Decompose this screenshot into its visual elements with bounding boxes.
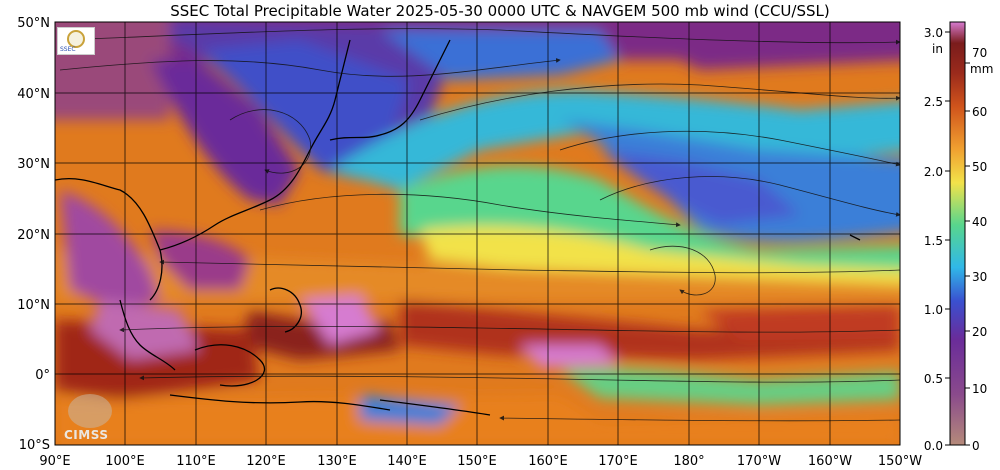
colorbar-inch-tick: 1.5 xyxy=(924,234,943,248)
colorbar-scale xyxy=(949,21,966,446)
colorbar-inch-tick: 0.5 xyxy=(924,372,943,386)
colorbar-inch-unit: in xyxy=(932,42,943,56)
colorbar: 3.0 in 2.5 2.0 1.5 1.0 0.5 0.0 70 mm 60 … xyxy=(924,21,993,453)
map-frame xyxy=(54,21,901,446)
graticule xyxy=(55,22,900,445)
lat-axis: 50°N 40°N 30°N 20°N 10°N 0° 10°S xyxy=(17,16,50,453)
colorbar-mm-tick: 20 xyxy=(972,325,987,339)
lon-tick: 120°E xyxy=(246,454,286,469)
colorbar-inch-tick: 2.5 xyxy=(924,95,943,109)
colorbar-inch-tick: 3.0 xyxy=(924,26,943,40)
colorbar-mm-tick: 0 xyxy=(972,439,980,453)
lon-tick: 90°E xyxy=(39,454,70,469)
seal-icon xyxy=(67,30,85,48)
lon-tick: 160°W xyxy=(808,454,852,469)
colorbar-mm-tick: 60 xyxy=(972,105,987,119)
lon-tick: 100°E xyxy=(105,454,145,469)
lon-tick: 160°E xyxy=(528,454,568,469)
lon-tick: 150°E xyxy=(457,454,497,469)
lat-tick: 50°N xyxy=(17,16,50,31)
tpw-field xyxy=(55,22,900,445)
lon-tick: 130°E xyxy=(317,454,357,469)
colorbar-mm-tick: 50 xyxy=(972,160,987,174)
lon-tick: 170°E xyxy=(598,454,638,469)
lat-tick: 0° xyxy=(35,368,50,383)
colorbar-inch-tick: 2.0 xyxy=(924,165,943,179)
lon-tick: 170°W xyxy=(737,454,781,469)
lat-tick: 30°N xyxy=(17,157,50,172)
lon-tick: 150°W xyxy=(878,454,922,469)
lat-tick: 40°N xyxy=(17,87,50,102)
cimss-wordmark: CIMSS xyxy=(64,428,109,442)
globe-icon xyxy=(68,394,112,428)
colorbar-mm-tick: 40 xyxy=(972,215,987,229)
cimss-logo: CIMSS xyxy=(58,392,124,444)
colorbar-mm-tick: 70 xyxy=(972,46,987,60)
lon-tick: 180° xyxy=(673,454,704,469)
lon-tick: 110°E xyxy=(176,454,216,469)
colorbar-inch-tick: 1.0 xyxy=(924,303,943,317)
lon-axis: 90°E 100°E 110°E 120°E 130°E 140°E 150°E… xyxy=(39,454,922,469)
wind-streamlines xyxy=(59,28,900,422)
lat-tick: 20°N xyxy=(17,228,50,243)
colorbar-mm-tick: 30 xyxy=(972,270,987,284)
colorbar-inch-tick: 0.0 xyxy=(924,439,943,453)
lon-tick: 140°E xyxy=(387,454,427,469)
ssec-logo: SSEC xyxy=(57,27,95,55)
colorbar-mm-unit: mm xyxy=(970,62,993,76)
coastlines xyxy=(55,39,861,416)
colorbar-inch-ticks xyxy=(945,31,950,446)
chart-title: SSEC Total Precipitable Water 2025-05-30… xyxy=(170,2,830,20)
lat-tick: 10°S xyxy=(19,438,50,453)
colorbar-mm-tick: 10 xyxy=(972,382,987,396)
colorbar-mm-ticks xyxy=(965,62,970,446)
ssec-banner: SSEC xyxy=(60,46,76,53)
lat-tick: 10°N xyxy=(17,298,50,313)
